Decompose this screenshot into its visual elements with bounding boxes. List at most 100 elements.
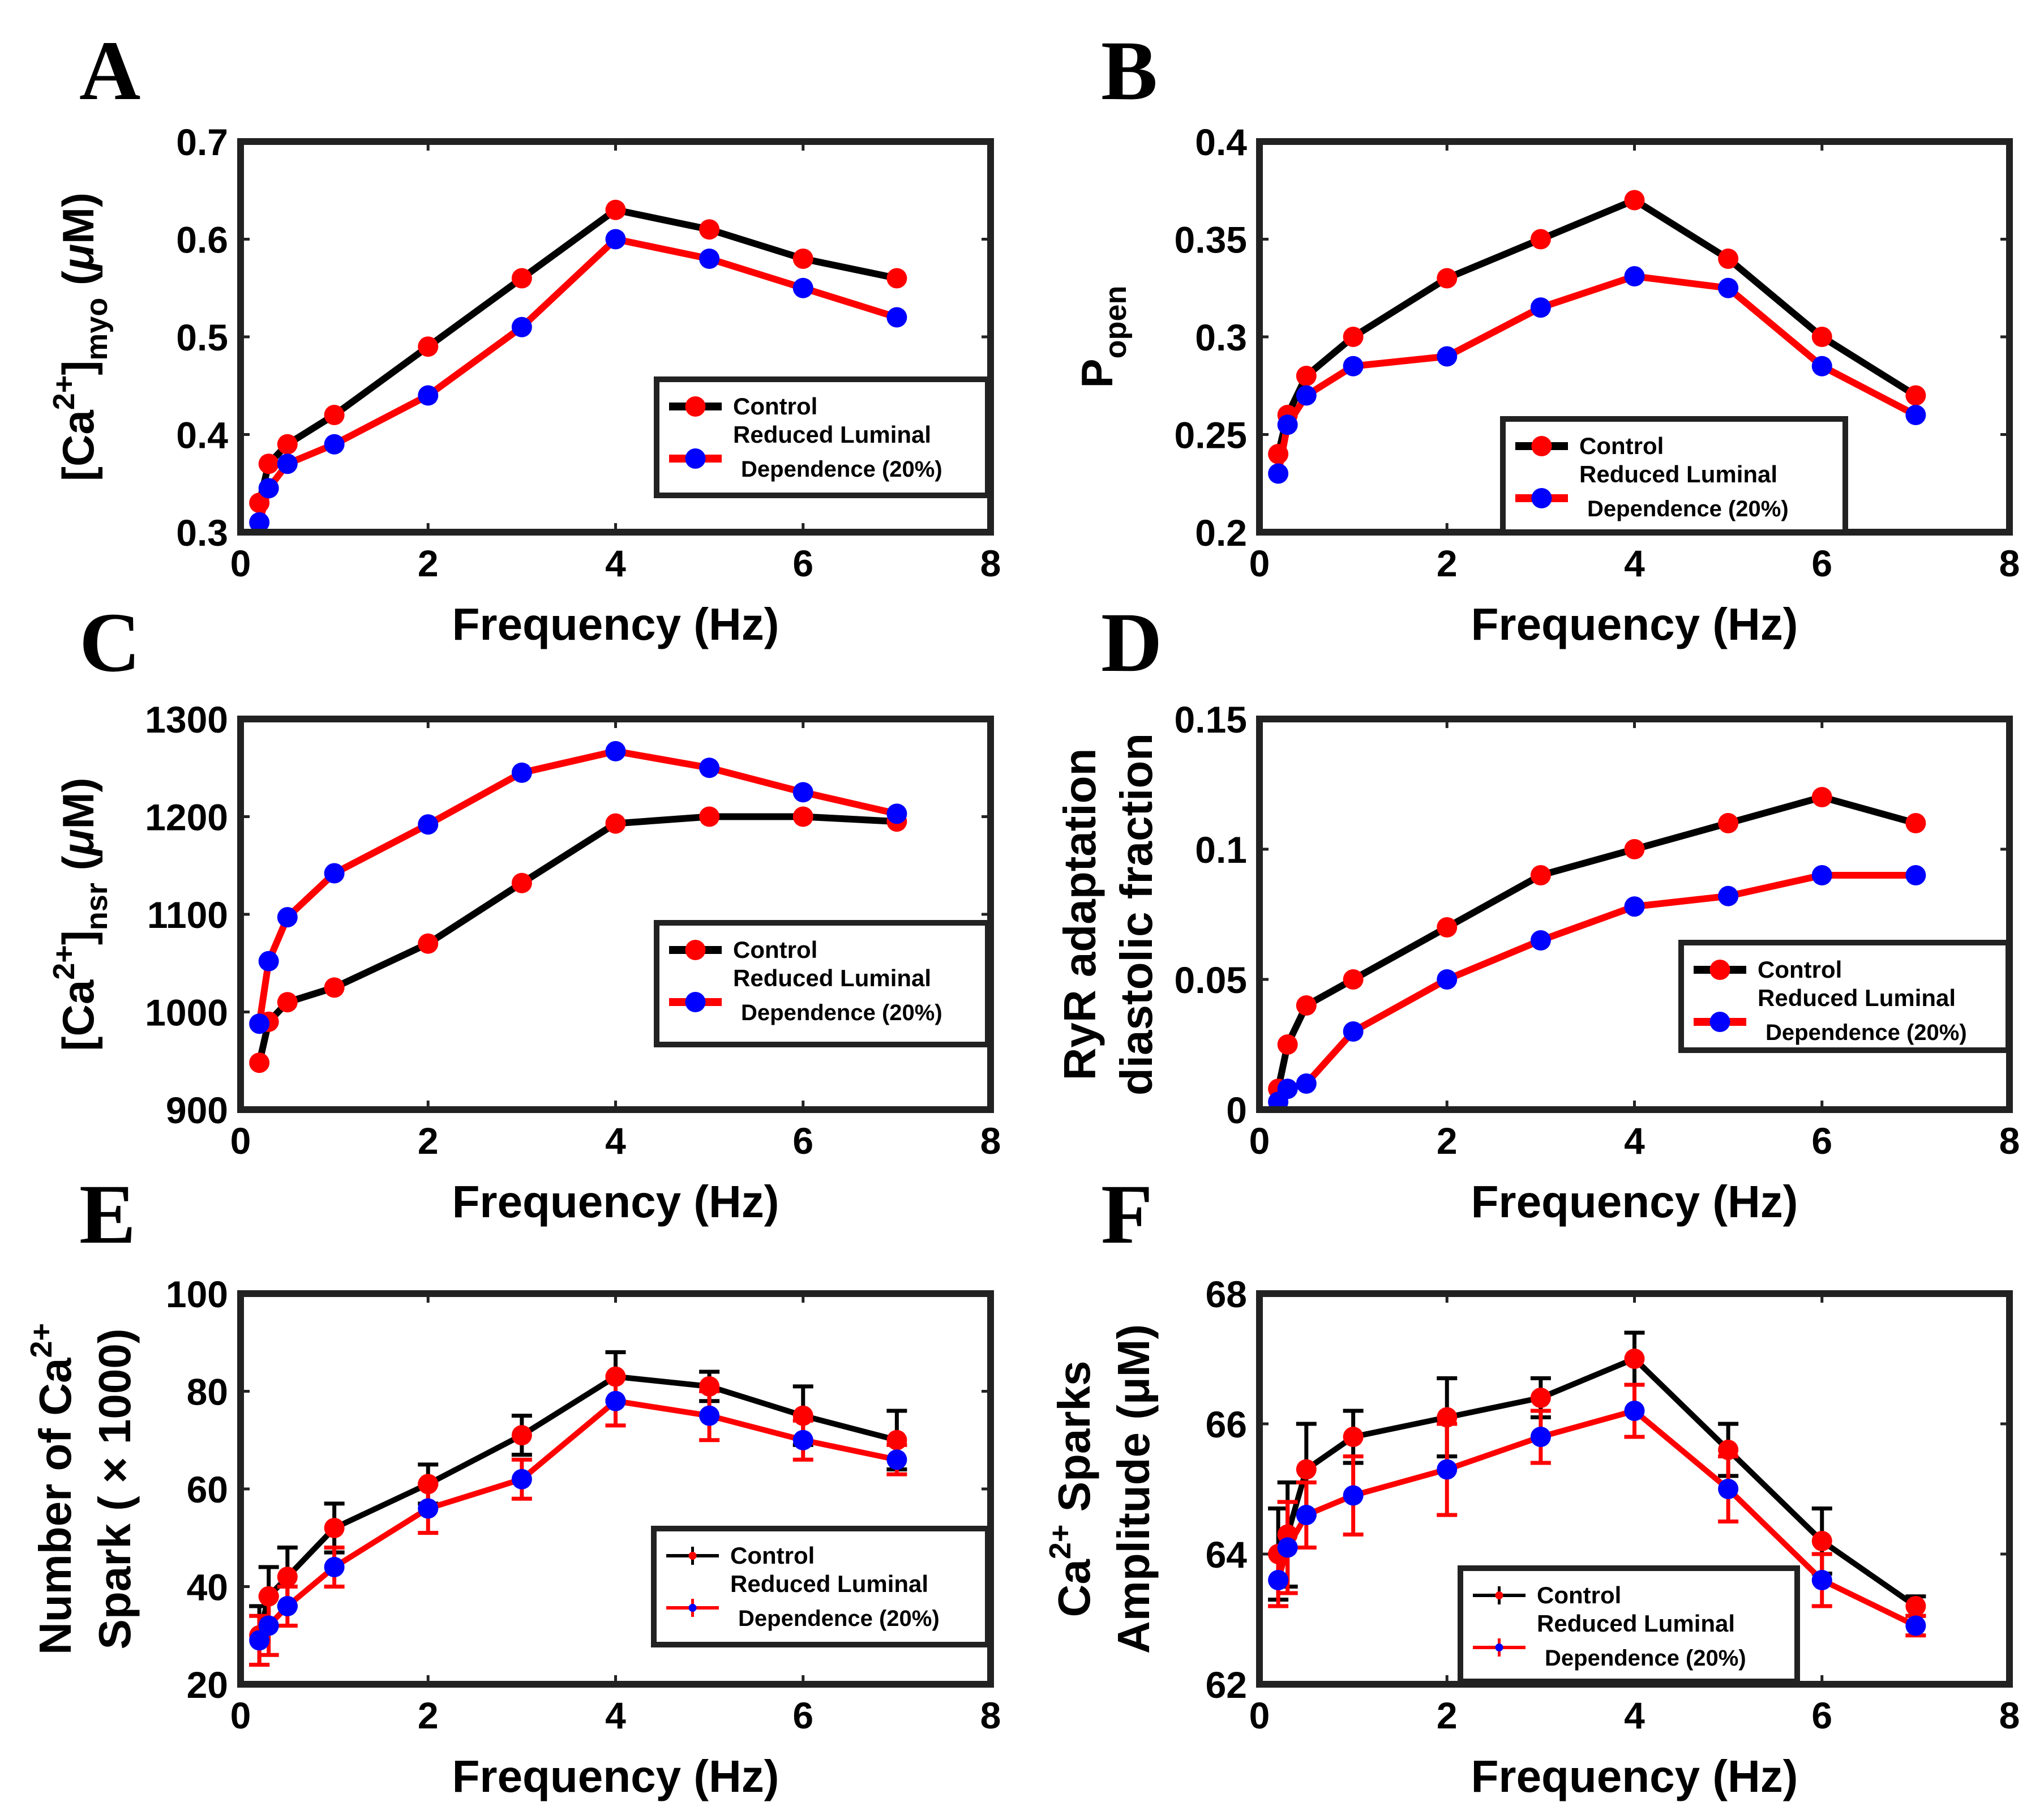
y-axis-label-line: diastolic fraction — [1111, 733, 1162, 1095]
reduced-point — [277, 907, 298, 928]
legend-reduced-label-line1: Reduced Luminal — [1579, 461, 1777, 487]
x-tick-label: 6 — [792, 542, 813, 584]
y-tick-label: 0.7 — [176, 121, 228, 163]
control-point — [1718, 813, 1739, 833]
plot-frame — [237, 716, 994, 1113]
control-point — [1437, 1407, 1458, 1428]
legend-reduced-label-line2: Dependence (20%) — [1766, 1020, 1967, 1045]
reduced-point — [1296, 385, 1317, 406]
legend-reduced-label-line1: Reduced Luminal — [733, 965, 931, 991]
panel-b: B 0 2 4 6 8 0.2 0.25 0.3 0.35 0.4 Frequency (Hz) Pop… — [1072, 24, 2020, 649]
x-axis-label: Frequency (Hz) — [452, 1176, 779, 1227]
x-tick-label: 4 — [605, 542, 626, 584]
control-point — [324, 1518, 345, 1538]
x-tick-label: 2 — [1437, 1694, 1458, 1736]
reduced-point — [1343, 1021, 1364, 1042]
reduced-point — [1811, 356, 1832, 376]
reduced-point — [1277, 1078, 1298, 1099]
control-point — [258, 453, 279, 474]
legend-box — [1458, 1565, 1800, 1684]
reduced-point — [792, 277, 813, 298]
legend-reduced-label-line2: Dependence (20%) — [1545, 1646, 1746, 1671]
x-tick-label: 8 — [1999, 542, 2020, 584]
reduced-series-line — [256, 236, 898, 524]
y-tick-label: 0.3 — [1195, 316, 1247, 358]
x-tick-label: 2 — [418, 1694, 439, 1736]
control-point — [511, 268, 532, 289]
control-point — [1811, 1531, 1832, 1551]
legend-reduced-marker — [685, 448, 706, 469]
y-tick-label: 0.4 — [176, 414, 228, 456]
reduced-point — [511, 316, 532, 337]
panel-e: E 0 2 4 6 8 20 40 60 80 100 Frequency (Hz) Number of… — [24, 1167, 1001, 1801]
reduced-point — [1277, 414, 1298, 435]
x-tick-label: 0 — [1249, 542, 1270, 584]
control-point — [1268, 444, 1289, 464]
legend-reduced-marker — [1495, 1643, 1503, 1651]
reduced-point — [1268, 463, 1289, 484]
legend-box — [1500, 416, 1848, 535]
reduced-point — [1530, 297, 1551, 318]
y-label-main: [Ca — [53, 410, 103, 481]
reduced-point — [699, 249, 720, 269]
legend-control-label: Control — [1758, 956, 1842, 983]
control-point — [277, 1567, 298, 1587]
legend-control-marker — [1495, 1591, 1503, 1599]
x-tick-label: 0 — [1249, 1694, 1270, 1736]
reduced-point — [258, 478, 279, 499]
control-point — [1718, 1440, 1739, 1460]
y-tick-label: 0 — [1226, 1089, 1247, 1131]
x-tick-label: 8 — [1999, 1694, 2020, 1736]
reduced-point — [1437, 1459, 1458, 1480]
y-tick-label: 0.05 — [1175, 959, 1247, 1001]
x-tick-label: 0 — [1249, 1120, 1270, 1162]
y-label-units-close: M) — [53, 778, 103, 829]
reduced-point — [1268, 1570, 1289, 1590]
reduced-point — [324, 434, 345, 455]
y-label-superscript: 2+ — [24, 1323, 58, 1358]
y-label-subscript: open — [1099, 285, 1133, 358]
reduced-point — [699, 757, 720, 778]
reduced-point — [1530, 930, 1551, 951]
y-label-subscript: myo — [80, 298, 114, 361]
x-axis-label: Frequency (Hz) — [452, 1751, 779, 1801]
reduced-series-line — [256, 747, 898, 1025]
x-tick-label: 4 — [605, 1694, 626, 1736]
y-tick-label: 64 — [1206, 1534, 1248, 1576]
reduced-point — [277, 1596, 298, 1616]
control-point — [1530, 865, 1551, 885]
legend-control-marker — [685, 940, 706, 960]
y-tick-label: 0.4 — [1195, 121, 1247, 163]
y-label-main: Number of Ca — [30, 1358, 80, 1655]
legend-reduced-marker — [685, 992, 706, 1012]
control-point — [792, 249, 813, 269]
y-label-units-close: M) — [53, 192, 103, 244]
x-tick-label: 8 — [1999, 1120, 2020, 1162]
control-point — [605, 813, 626, 834]
x-tick-label: 6 — [1811, 542, 1832, 584]
reduced-point — [1624, 266, 1645, 287]
control-point — [1905, 385, 1926, 406]
y-label-superscript: 2+ — [1043, 1525, 1077, 1560]
y-tick-label: 0.15 — [1175, 699, 1247, 741]
y-tick-label: 0.2 — [1195, 512, 1247, 554]
panel-letter: C — [79, 596, 140, 690]
x-axis-label: Frequency (Hz) — [1471, 1176, 1798, 1227]
y-axis-label-line: Spark ( × 1000) — [89, 1329, 140, 1650]
y-tick-label: 1300 — [145, 699, 228, 741]
reduced-point — [258, 951, 279, 971]
legend-control-label: Control — [733, 936, 817, 963]
control-point — [1811, 327, 1832, 347]
legend-reduced-label-line2: Dependence (20%) — [1587, 497, 1789, 521]
panel-letter: B — [1101, 24, 1158, 118]
control-point — [1296, 995, 1317, 1016]
control-point — [277, 434, 298, 455]
control-point — [324, 405, 345, 425]
control-point — [1343, 969, 1364, 990]
y-tick-label: 0.1 — [1195, 829, 1247, 871]
y-tick-label: 0.6 — [176, 219, 228, 261]
reduced-point — [1296, 1073, 1317, 1094]
reduced-series-line — [256, 1398, 898, 1642]
